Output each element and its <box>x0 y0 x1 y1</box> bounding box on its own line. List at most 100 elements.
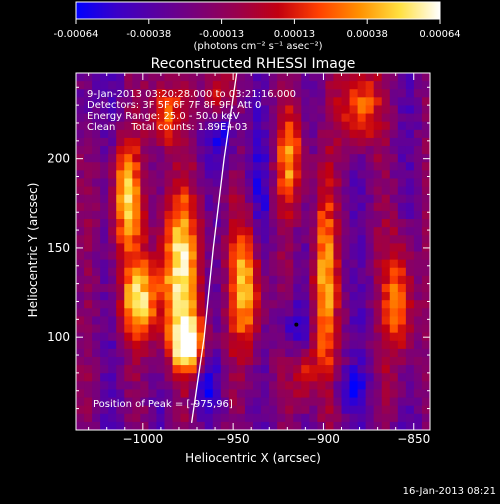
heatmap-cell <box>365 324 375 334</box>
heatmap-cell <box>236 405 246 415</box>
heatmap-cell <box>349 348 358 358</box>
heatmap-cell <box>333 243 342 252</box>
heatmap-cell <box>309 308 318 317</box>
heatmap-cell <box>293 121 302 131</box>
heatmap-cell <box>156 316 165 325</box>
heatmap-cell <box>92 332 101 342</box>
heatmap-cell <box>148 348 157 358</box>
heatmap-cell <box>164 308 173 317</box>
heatmap-cell <box>341 243 350 252</box>
heatmap-cell <box>421 259 430 269</box>
heatmap-cell <box>244 202 254 212</box>
heatmap-cell <box>325 275 334 285</box>
heatmap-cell <box>132 421 141 430</box>
heatmap-cell <box>253 105 262 114</box>
heatmap-cell <box>164 73 173 82</box>
heatmap-cell <box>132 178 141 187</box>
heatmap-cell <box>349 365 358 374</box>
heatmap-cell <box>333 186 342 196</box>
heatmap-cell <box>413 146 423 155</box>
heatmap-cell <box>172 389 181 398</box>
heatmap-cell <box>172 373 181 382</box>
heatmap-cell <box>124 381 133 390</box>
heatmap-cell <box>365 365 375 374</box>
heatmap-cell <box>349 227 358 236</box>
heatmap-cell <box>397 194 407 204</box>
heatmap-cell <box>132 202 141 212</box>
heatmap-cell <box>373 202 383 212</box>
heatmap-cell <box>333 154 342 163</box>
heatmap-cell <box>148 210 157 220</box>
heatmap-cell <box>253 292 262 301</box>
heatmap-cell <box>309 389 318 398</box>
heatmap-cell <box>180 146 190 155</box>
heatmap-cell <box>341 251 350 261</box>
heatmap-cell <box>381 162 391 171</box>
heatmap-cell <box>132 267 141 277</box>
heatmap-cell <box>76 348 85 358</box>
heatmap-cell <box>357 397 367 407</box>
heatmap-cell <box>132 186 141 196</box>
heatmap-cell <box>389 389 399 398</box>
heatmap-cell <box>84 421 93 430</box>
heatmap-cell <box>269 389 278 398</box>
heatmap-cell <box>132 227 141 236</box>
heatmap-cell <box>84 73 93 82</box>
heatmap-cell <box>140 413 149 423</box>
heatmap-cell <box>389 146 399 155</box>
heatmap-cell <box>140 210 149 220</box>
y-tick-label: 100 <box>47 330 70 344</box>
heatmap-cell <box>172 397 181 407</box>
heatmap-cell <box>164 113 173 123</box>
heatmap-cell <box>196 146 206 155</box>
heatmap-cell <box>317 381 326 390</box>
heatmap-cell <box>92 373 101 382</box>
heatmap-cell <box>309 397 318 407</box>
heatmap-cell <box>116 267 125 277</box>
heatmap-cell <box>421 105 430 114</box>
heatmap-cell <box>341 365 350 374</box>
heatmap-cell <box>228 324 238 334</box>
heatmap-cell <box>124 243 133 252</box>
heatmap-cell <box>116 275 125 285</box>
heatmap-cell <box>381 340 391 350</box>
heatmap-cell <box>108 421 117 430</box>
heatmap-cell <box>373 219 383 228</box>
heatmap-cell <box>140 332 149 342</box>
heatmap-cell <box>365 97 375 106</box>
heatmap-cell <box>413 283 423 293</box>
heatmap-cell <box>421 186 430 196</box>
heatmap-cell <box>261 316 270 325</box>
heatmap-cell <box>228 316 238 325</box>
heatmap-cell <box>261 105 270 114</box>
heatmap-cell <box>220 373 230 382</box>
heatmap-cell <box>196 413 206 423</box>
heatmap-cell <box>244 389 254 398</box>
heatmap-cell <box>373 243 383 252</box>
heatmap-cell <box>148 283 157 293</box>
heatmap-cell <box>421 413 430 423</box>
colorbar-tick-label: 0.00064 <box>419 29 460 40</box>
heatmap-cell <box>421 405 430 415</box>
heatmap-cell <box>140 137 149 147</box>
heatmap-cell <box>285 356 294 366</box>
heatmap-cell <box>405 178 415 187</box>
heatmap-cell <box>365 121 375 131</box>
heatmap-cell <box>244 340 254 350</box>
heatmap-cell <box>397 381 407 390</box>
heatmap-cell <box>236 356 246 366</box>
heatmap-cell <box>261 81 270 90</box>
heatmap-cell <box>365 210 375 220</box>
heatmap-cell <box>228 292 238 301</box>
heatmap-cell <box>397 202 407 212</box>
heatmap-cell <box>188 308 198 317</box>
heatmap-cell <box>84 146 93 155</box>
heatmap-cell <box>116 389 125 398</box>
heatmap-cell <box>236 348 246 358</box>
heatmap-cell <box>228 146 238 155</box>
heatmap-cell <box>381 397 391 407</box>
heatmap-cell <box>124 178 133 187</box>
heatmap-cell <box>405 97 415 106</box>
heatmap-cell <box>244 308 254 317</box>
heatmap-cell <box>381 97 391 106</box>
